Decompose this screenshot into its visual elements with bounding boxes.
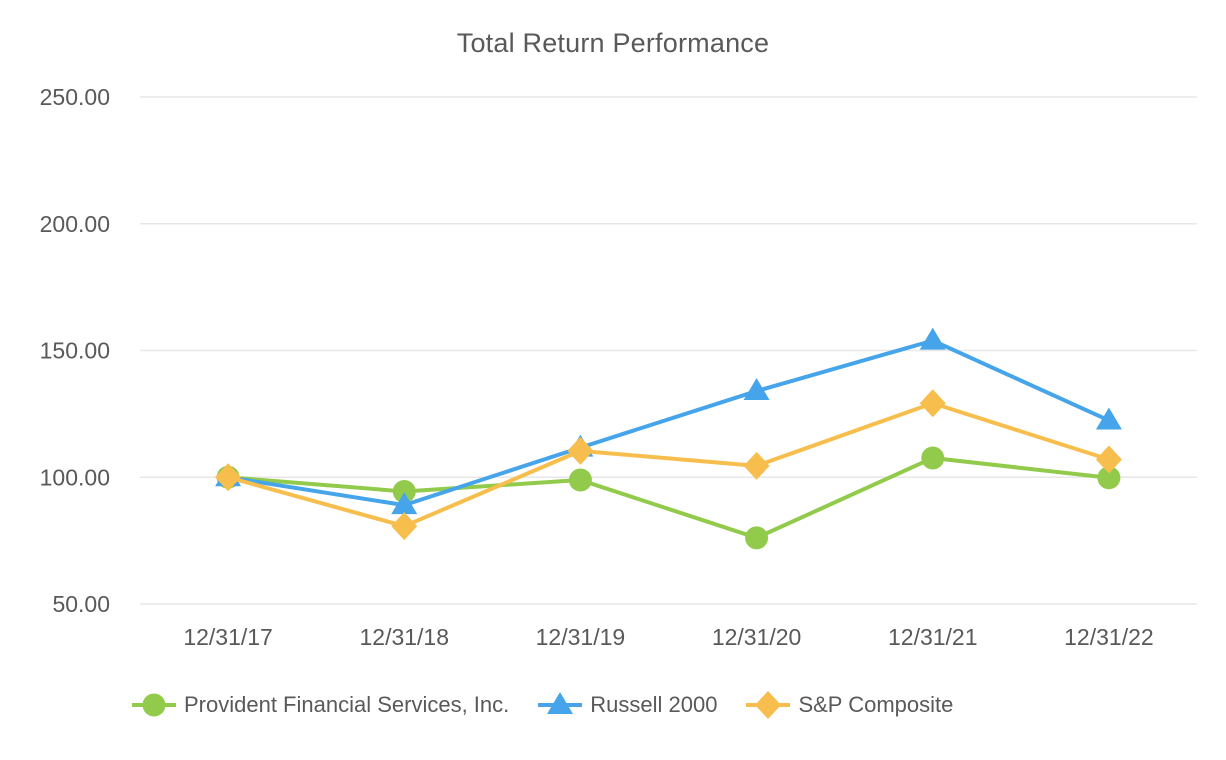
data-point-s-p-composite-12-31-18 xyxy=(391,512,418,541)
legend-item-provident-financial-services-inc: Provident Financial Services, Inc. xyxy=(131,689,509,721)
y-tick-label: 100.00 xyxy=(40,464,110,490)
x-tick-label-12-31-21: 12/31/21 xyxy=(888,624,978,650)
data-point-provident-financial-services-inc-12-31-21 xyxy=(921,446,945,470)
legend-item-russell-2000: Russell 2000 xyxy=(537,689,717,721)
data-point-s-p-composite-12-31-17 xyxy=(215,463,242,492)
y-tick-label: 150.00 xyxy=(40,338,110,364)
data-point-s-p-composite-12-31-22 xyxy=(1095,445,1122,474)
series-line-s-p-composite xyxy=(226,401,1111,529)
data-point-s-p-composite-12-31-20 xyxy=(743,451,770,480)
legend-marker-diamond-icon xyxy=(746,691,791,719)
x-tick-label-12-31-20: 12/31/20 xyxy=(712,624,802,650)
legend-marker-provident-financial-services-inc xyxy=(142,693,166,717)
legend-marker-triangle-icon xyxy=(538,692,583,714)
legend-label: S&P Composite xyxy=(798,692,954,717)
data-point-s-p-composite-12-31-21 xyxy=(919,389,946,418)
y-tick-label: 50.00 xyxy=(52,591,110,617)
series-line-provident-financial-services-inc xyxy=(226,455,1111,540)
data-point-russell-2000-12-31-20 xyxy=(743,378,770,401)
data-point-provident-financial-services-inc-12-31-20 xyxy=(745,526,769,550)
data-point-russell-2000-12-31-22 xyxy=(1095,407,1122,430)
y-tick-label: 250.00 xyxy=(40,84,110,110)
legend-label: Russell 2000 xyxy=(590,692,718,717)
chart-legend: Provident Financial Services, Inc. Russel… xyxy=(131,688,953,722)
chart-title: Total Return Performance xyxy=(456,28,770,58)
y-tick-label: 200.00 xyxy=(40,211,110,237)
data-point-provident-financial-services-inc-12-31-19 xyxy=(568,468,592,492)
x-tick-label-12-31-17: 12/31/17 xyxy=(183,624,273,650)
legend-marker-circle-icon xyxy=(132,693,176,717)
data-point-provident-financial-services-inc-12-31-22 xyxy=(1097,466,1121,490)
x-tick-label-12-31-22: 12/31/22 xyxy=(1064,624,1154,650)
data-point-russell-2000-12-31-18 xyxy=(391,492,418,515)
data-point-provident-financial-services-inc-12-31-18 xyxy=(392,479,416,503)
legend-item-s-p-composite: S&P Composite xyxy=(745,689,953,721)
legend-marker-s-p-composite xyxy=(755,691,782,719)
data-point-russell-2000-12-31-21 xyxy=(919,327,946,350)
x-tick-label-12-31-18: 12/31/18 xyxy=(359,624,449,650)
series-line-russell-2000 xyxy=(226,338,1111,508)
legend-marker-russell-2000 xyxy=(547,692,574,714)
x-tick-label-12-31-19: 12/31/19 xyxy=(536,624,626,650)
data-point-s-p-composite-12-31-19 xyxy=(567,436,594,465)
legend-label: Provident Financial Services, Inc. xyxy=(184,692,510,717)
